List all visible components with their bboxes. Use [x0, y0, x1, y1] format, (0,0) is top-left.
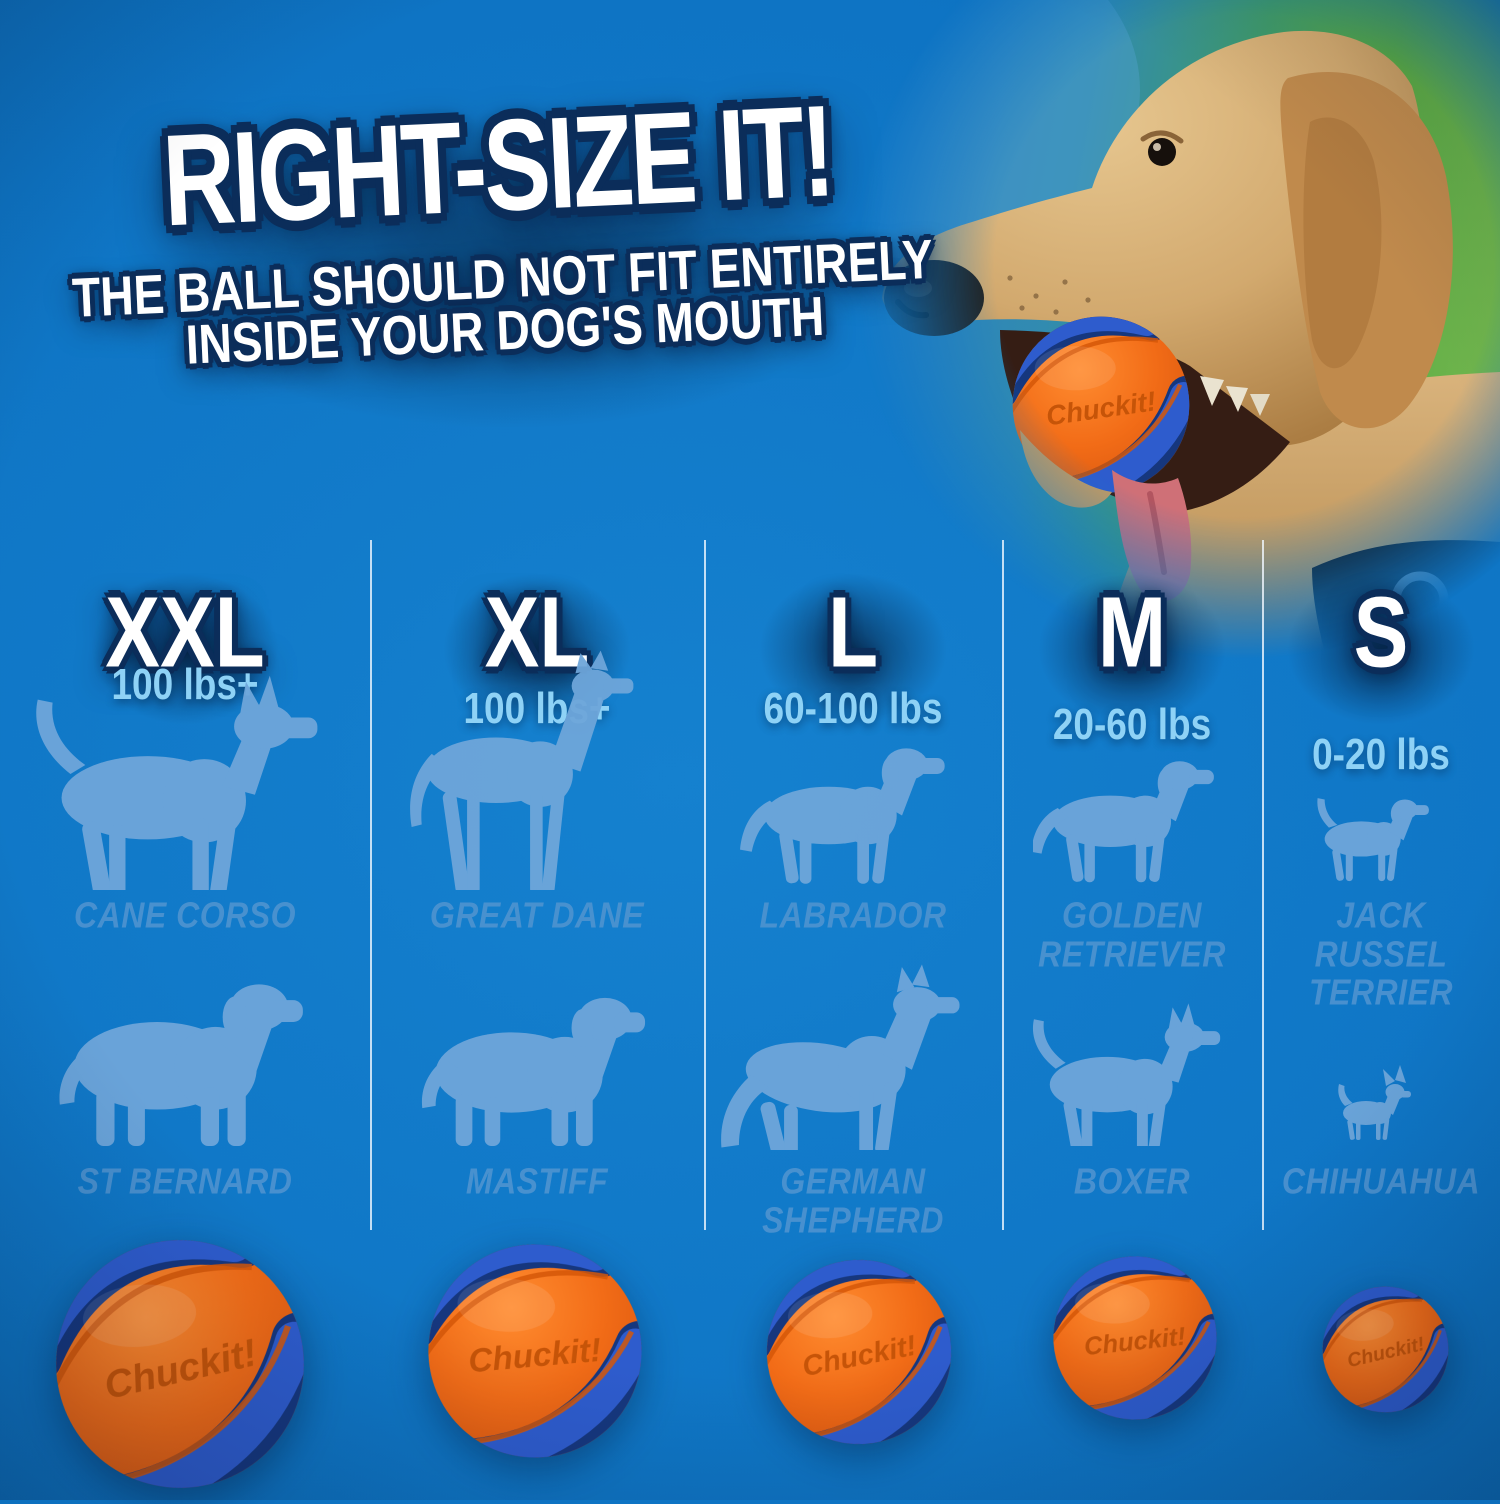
dog-silhouette-german-shepherd: [714, 952, 992, 1150]
breed-label: GREAT DANE: [429, 894, 645, 936]
size-letter: M: [1097, 577, 1167, 689]
ball-l: [758, 1251, 960, 1453]
dog-silhouette-boxer: [1028, 986, 1236, 1146]
size-letter: L: [827, 577, 879, 689]
breed-label: MASTIFF: [465, 1160, 609, 1202]
weight-range: 0-20 lbs: [1312, 730, 1450, 779]
breed-label: ST BERNARD: [77, 1160, 293, 1202]
column-divider: [370, 540, 372, 1230]
letter-glow: [1002, 544, 1262, 754]
weight-range: 20-60 lbs: [1052, 700, 1212, 749]
ball-s: [1315, 1279, 1457, 1421]
ball-xl: [418, 1234, 651, 1467]
breed-label: GERMAN SHEPHERD: [762, 1160, 944, 1240]
size-chart: XXL 100 lbs+ CANE CORSO ST BERNARD XL 10…: [0, 540, 1500, 1240]
size-column-l: L 60-100 lbs LABRADOR GERMAN SHEPHERD: [704, 540, 1002, 1240]
size-column-xxl: XXL 100 lbs+ CANE CORSO ST BERNARD: [0, 540, 370, 1230]
dog-silhouette-jack-russel: [1307, 784, 1455, 884]
size-column-s: S 0-20 lbs JACK RUSSEL TERRIER CHIHUAHUA: [1251, 540, 1500, 1230]
chuckit-ball-icon: [40, 1224, 320, 1504]
ball-xxl: [40, 1224, 320, 1504]
dog-silhouette-great-dane: [403, 638, 671, 890]
chuckit-ball-icon: [418, 1234, 651, 1467]
weight-range: 100 lbs+: [111, 660, 259, 709]
size-column-m: M 20-60 lbs GOLDEN RETRIEVER BOXER: [1002, 540, 1262, 1230]
headline: RIGHT-SIZE IT! THE BALL SHOULD NOT FIT E…: [55, 72, 946, 376]
ball-m: [1047, 1250, 1223, 1426]
breed-label: JACK RUSSEL TERRIER: [1309, 894, 1453, 1013]
size-column-xl: XL 100 lbs+ GREAT DANE MASTIFF: [370, 540, 704, 1230]
dog-silhouette-cane-corso: [20, 652, 350, 890]
letter-glow: [407, 544, 667, 754]
breed-label: CHIHUAHUA: [1281, 1160, 1481, 1202]
dog-silhouette-chihuahua: [1336, 1060, 1426, 1142]
letter-glow: [1251, 544, 1500, 754]
letter-glow: [723, 544, 983, 754]
breed-label: LABRADOR: [759, 894, 947, 936]
headline-glow: [10, 50, 1010, 490]
weight-range: 60-100 lbs: [763, 684, 943, 733]
dog-silhouette-st-bernard: [19, 954, 351, 1146]
column-divider: [704, 540, 706, 1230]
dog-silhouette-mastiff: [394, 970, 680, 1146]
chuckit-ball-icon: [758, 1251, 960, 1453]
dog-silhouette-golden-retriever: [1033, 736, 1231, 886]
chuckit-ball-icon: [1315, 1279, 1457, 1421]
breed-label: CANE CORSO: [74, 894, 296, 936]
size-letter: XL: [484, 577, 590, 689]
size-letter: S: [1353, 577, 1409, 689]
size-letter: XXL: [105, 577, 265, 689]
column-divider: [1262, 540, 1264, 1230]
column-divider: [1002, 540, 1004, 1230]
dog-silhouette-labrador: [730, 726, 976, 888]
chuckit-ball-icon: [1047, 1250, 1223, 1426]
breed-label: GOLDEN RETRIEVER: [1038, 894, 1226, 974]
breed-label: BOXER: [1073, 1160, 1191, 1202]
